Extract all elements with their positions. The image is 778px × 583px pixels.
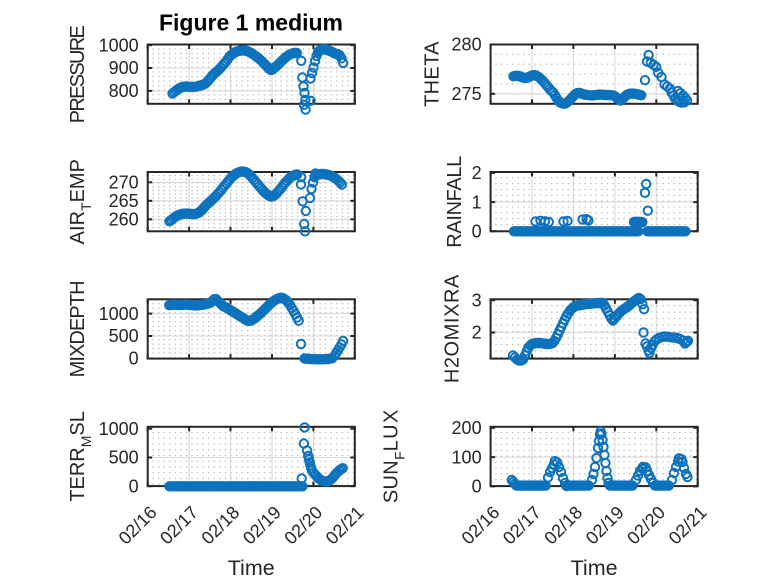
svg-text:2: 2 — [472, 163, 482, 183]
svg-text:200: 200 — [452, 418, 482, 438]
svg-text:500: 500 — [109, 448, 139, 468]
svg-text:THETA: THETA — [422, 41, 444, 107]
svg-text:1: 1 — [472, 192, 482, 212]
svg-text:270: 270 — [109, 173, 139, 193]
svg-text:2: 2 — [472, 323, 482, 343]
svg-text:1000: 1000 — [99, 35, 139, 55]
svg-text:260: 260 — [109, 210, 139, 230]
svg-text:275: 275 — [452, 84, 482, 104]
svg-text:Time: Time — [571, 556, 618, 580]
svg-text:280: 280 — [452, 35, 482, 55]
svg-text:1000: 1000 — [99, 304, 139, 324]
svg-text:H2OMIXRA: H2OMIXRA — [442, 274, 464, 383]
svg-text:TERRMSL: TERRMSL — [67, 411, 94, 502]
svg-text:900: 900 — [109, 58, 139, 78]
svg-text:PRESSURE: PRESSURE — [67, 25, 89, 123]
svg-text:Time: Time — [228, 556, 275, 580]
svg-text:800: 800 — [109, 81, 139, 101]
svg-text:0: 0 — [472, 221, 482, 241]
svg-text:0: 0 — [129, 476, 139, 496]
svg-text:Figure 1 medium: Figure 1 medium — [159, 10, 343, 36]
svg-text:AIRTEMP: AIRTEMP — [67, 159, 94, 244]
svg-text:3: 3 — [472, 290, 482, 310]
svg-text:MIXDEPTH: MIXDEPTH — [67, 280, 89, 377]
svg-text:0: 0 — [129, 349, 139, 369]
svg-text:0: 0 — [472, 477, 482, 497]
svg-text:1000: 1000 — [99, 419, 139, 439]
svg-text:265: 265 — [109, 191, 139, 211]
svg-text:SUNFLUX: SUNFLUX — [381, 410, 408, 503]
svg-text:100: 100 — [452, 447, 482, 467]
svg-text:500: 500 — [109, 326, 139, 346]
svg-text:RAINFALL: RAINFALL — [444, 156, 466, 248]
